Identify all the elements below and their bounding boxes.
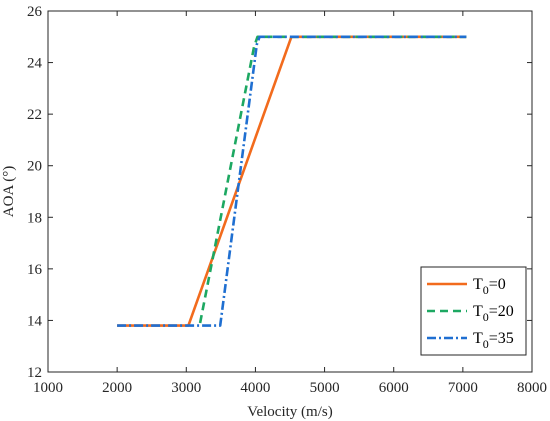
y-axis-ticks: 12 14 16 18 20 22 24 26 [27,4,532,381]
y-tick-label: 18 [27,210,42,226]
y-tick-label: 26 [27,4,43,20]
legend-label-subscript: 0 [483,337,489,351]
legend-label-subscript: 0 [483,310,489,324]
x-tick-label: 1000 [33,380,63,396]
legend-label-main: T [473,330,483,347]
x-axis-ticks: 1000 2000 3000 4000 5000 6000 7000 8000 [33,11,547,396]
y-tick-label: 20 [27,159,42,175]
y-tick-label: 14 [27,313,43,329]
legend-label-3: T0=35 [473,330,514,351]
y-tick-label: 22 [27,107,42,123]
x-tick-label: 6000 [379,380,409,396]
x-tick-label: 3000 [171,380,201,396]
legend-label-main: T [473,303,483,320]
y-tick-label: 16 [27,262,43,278]
plot-frame [47,10,533,373]
x-tick-label: 4000 [240,380,270,396]
legend-label-rest: =20 [489,303,514,320]
legend-label-rest: =0 [489,276,506,293]
plot-lines [117,35,467,327]
legend-label-main: T [473,276,483,293]
y-tick-label: 24 [27,56,43,72]
legend-box [420,266,527,356]
y-tick-label: 12 [27,365,42,381]
series-line-3 [117,35,467,327]
x-tick-label: 8000 [517,380,547,396]
x-tick-label: 7000 [448,380,478,396]
y-axis-label: AOA (°) [1,166,17,217]
legend-label-1: T0=0 [473,276,506,297]
legend-label-2: T0=20 [473,303,514,324]
x-tick-label: 2000 [102,380,132,396]
x-tick-label: 5000 [310,380,340,396]
legend-label-rest: =35 [489,330,514,347]
x-axis-label: Velocity (m/s) [247,404,332,420]
legend-label-subscript: 0 [483,283,489,297]
